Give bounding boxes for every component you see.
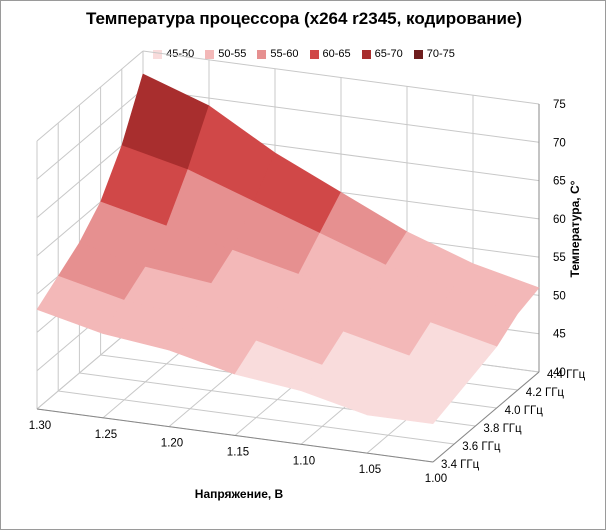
voltage-axis <box>36 408 434 463</box>
frequency-tick-label: 3.8 ГГц <box>483 423 522 435</box>
voltage-tick-label: 1.10 <box>293 455 315 467</box>
voltage-tick-label: 1.20 <box>161 438 183 450</box>
frequency-tick-label: 3.4 ГГц <box>441 459 480 471</box>
temperature-tick-label: 60 <box>553 214 566 226</box>
legend-swatch <box>153 49 163 59</box>
legend-swatch <box>257 49 267 59</box>
surface-patch <box>366 381 455 425</box>
legend-label: 50-55 <box>218 48 247 60</box>
x-axis-title: Напряжение, В <box>195 487 284 501</box>
legend-swatch <box>309 49 319 59</box>
frequency-tick-label: 4.4 ГГц <box>547 369 586 381</box>
chart-title: Температура процессора (x264 r2345, коди… <box>85 9 523 28</box>
legend-item: 70-75 <box>413 48 455 60</box>
y-axis-title: Температура, C° <box>568 180 582 277</box>
gridline <box>36 88 144 180</box>
legend-swatch <box>205 49 215 59</box>
frequency-tick-label: 4.0 ГГц <box>505 405 544 417</box>
frequency-axis <box>432 371 540 463</box>
temperature-tick-label: 70 <box>553 137 566 149</box>
legend-label: 60-65 <box>322 48 351 60</box>
temperature-tick-label: 40 <box>553 367 566 379</box>
frequency-tick-label: 3.6 ГГц <box>462 441 501 453</box>
voltage-tick-label: 1.30 <box>29 420 51 432</box>
temperature-tick-label: 50 <box>553 290 566 302</box>
legend-swatch <box>361 49 371 59</box>
gridline <box>142 50 540 105</box>
voltage-tick-label: 1.25 <box>95 429 117 441</box>
legend-label: 55-60 <box>270 48 299 60</box>
temperature-tick-label: 65 <box>553 176 566 188</box>
temperature-tick-label: 45 <box>553 329 566 341</box>
voltage-tick-label: 1.00 <box>425 473 447 485</box>
legend-label: 70-75 <box>426 48 455 60</box>
voltage-tick-label: 1.05 <box>359 464 381 476</box>
gridline <box>142 88 540 143</box>
legend-item: 65-70 <box>361 48 403 60</box>
temperature-tick-label: 75 <box>553 99 566 111</box>
legend-item: 50-55 <box>205 48 246 60</box>
legend: 45-50 50-55 55-60 60-65 65-70 70-75 <box>1 48 606 60</box>
temperature-tick-label: 55 <box>553 252 566 264</box>
voltage-tick-label: 1.15 <box>227 447 249 459</box>
legend-item: 55-60 <box>257 48 299 60</box>
legend-item: 60-65 <box>309 48 351 60</box>
gridline <box>36 50 144 142</box>
legend-swatch <box>413 49 423 59</box>
legend-label: 65-70 <box>374 48 403 60</box>
frequency-tick-label: 4.2 ГГц <box>526 387 565 399</box>
gridline <box>58 390 455 445</box>
